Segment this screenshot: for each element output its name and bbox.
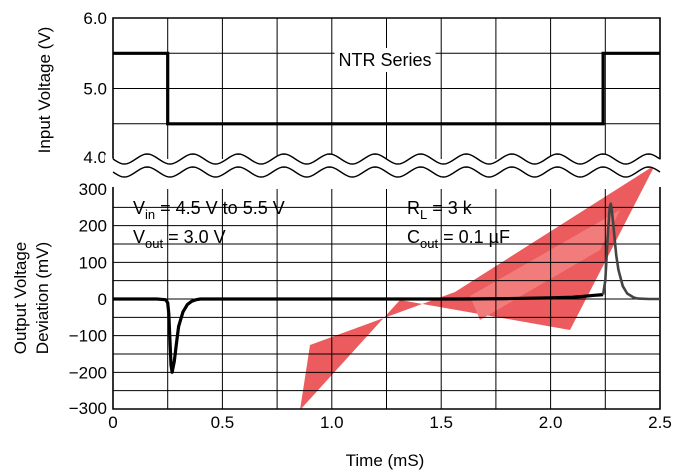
vin-annotation: Vin = 4.5 V to 5.5 V xyxy=(133,198,285,222)
bottom-series xyxy=(113,202,660,374)
break-wave-upper xyxy=(112,153,661,165)
break-mask xyxy=(105,154,668,177)
axis-break xyxy=(105,153,668,178)
input-voltage-line xyxy=(113,51,660,126)
top-series xyxy=(113,51,660,126)
cout-annotation: Cout = 0.1 µF xyxy=(407,227,510,251)
bottom-y-tick-label: 100 xyxy=(79,253,107,272)
x-tick-label: 0.5 xyxy=(211,413,235,432)
x-tick-label: 1.0 xyxy=(320,413,344,432)
x-tick-label: 1.5 xyxy=(429,413,453,432)
rl-annotation: RL = 3 k xyxy=(407,198,473,222)
bottom-y-tick-label: 0 xyxy=(98,290,107,309)
top-grid xyxy=(113,18,660,159)
top-y-tick-label: 4.0 xyxy=(83,148,107,167)
x-axis-label: Time (mS) xyxy=(346,451,425,470)
x-tick-label: 0 xyxy=(108,413,117,432)
x-tick-label: 2.5 xyxy=(648,413,672,432)
ntr-series-annotation-backing xyxy=(334,48,436,72)
bottom-y-tick-label: −200 xyxy=(69,363,107,382)
output-voltage-axis-label-line2: Deviation (mV) xyxy=(33,242,52,354)
bottom-y-tick-label: 300 xyxy=(79,180,107,199)
bottom-y-tick-label: 200 xyxy=(79,217,107,236)
x-tick-label: 2.0 xyxy=(539,413,563,432)
watermark-logo xyxy=(300,165,655,410)
top-panel-frame xyxy=(112,17,661,161)
vout-annotation: Vout = 3.0 V xyxy=(133,227,226,251)
ntr-series-annotation: NTR Series xyxy=(338,50,431,70)
output-deviation-panel: 300 200 100 0 −100 −200 −300 Output Voltage De… xyxy=(11,180,661,418)
bottom-y-tick-label: −300 xyxy=(69,399,107,418)
break-wave-lower xyxy=(112,166,661,178)
output-deviation-line-1 xyxy=(601,202,660,301)
top-y-tick-label: 5.0 xyxy=(83,80,107,99)
top-y-tick-label: 6.0 xyxy=(83,9,107,28)
input-voltage-panel: 6.0 5.0 4.0 NTR Series Input Voltage (V) xyxy=(35,9,661,167)
bottom-y-tick-labels: 300 200 100 0 −100 −200 −300 xyxy=(69,180,107,418)
top-y-tick-labels: 6.0 5.0 4.0 xyxy=(83,9,107,167)
output-deviation-line-0 xyxy=(113,293,604,374)
output-voltage-axis-label-line1: Output Voltage xyxy=(11,242,30,354)
input-voltage-axis-label: Input Voltage (V) xyxy=(35,27,54,154)
x-tick-labels: 0 0.5 1.0 1.5 2.0 2.5 xyxy=(108,413,672,432)
bottom-y-tick-label: −100 xyxy=(69,327,107,346)
